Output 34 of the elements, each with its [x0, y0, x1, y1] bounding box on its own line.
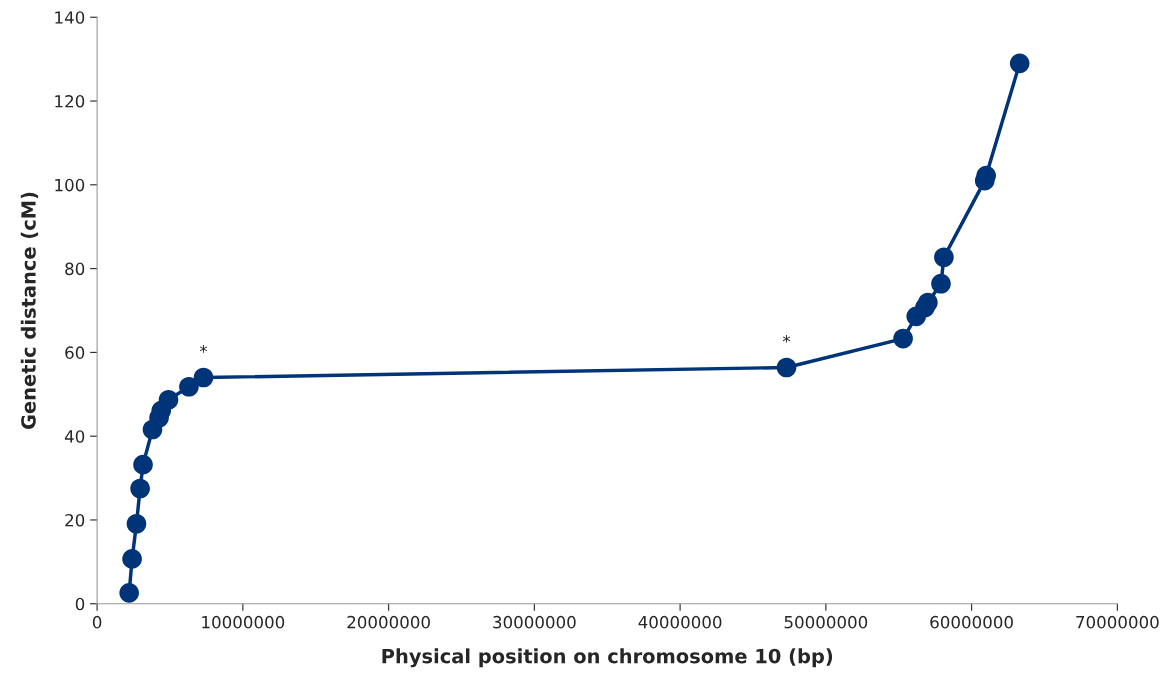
annotation: * — [199, 345, 208, 353]
point — [122, 549, 142, 569]
point — [126, 513, 147, 534]
point — [934, 247, 954, 268]
y-tick-label: 80 — [65, 262, 85, 276]
x-tick-label: 20000000 — [347, 615, 430, 629]
point — [893, 328, 913, 349]
point — [776, 357, 797, 378]
point — [931, 273, 951, 294]
annotation: * — [782, 334, 791, 343]
point — [130, 478, 150, 499]
point — [133, 454, 153, 475]
point — [119, 583, 139, 603]
point — [158, 389, 179, 410]
point — [918, 292, 938, 313]
point — [1009, 53, 1030, 74]
x-tick-label: 40000000 — [638, 615, 722, 629]
x-tick-label: 50000000 — [784, 615, 868, 629]
y-tick-label: 60 — [65, 346, 85, 359]
y-tick-label: 0 — [75, 597, 85, 611]
y-tick-label: 40 — [64, 430, 85, 443]
x-tick-label: 60000000 — [930, 615, 1013, 629]
x-tick-label: 30000000 — [493, 615, 576, 629]
x-tick-label: 0 — [92, 615, 102, 629]
point — [179, 376, 199, 397]
y-tick-label: 100 — [55, 178, 85, 192]
y-tick-label: 20 — [65, 513, 85, 527]
y-tick-label: 120 — [55, 95, 85, 108]
x-tick-label: 10000000 — [202, 615, 285, 629]
point — [193, 367, 214, 388]
y-tick-label: 140 — [55, 11, 85, 24]
y-axis-title: Genetic distance (cM) — [20, 192, 39, 430]
x-tick-label: 70000000 — [1076, 615, 1159, 629]
x-axis-title: Physical position on chromosome 10 (bp) — [382, 648, 833, 668]
